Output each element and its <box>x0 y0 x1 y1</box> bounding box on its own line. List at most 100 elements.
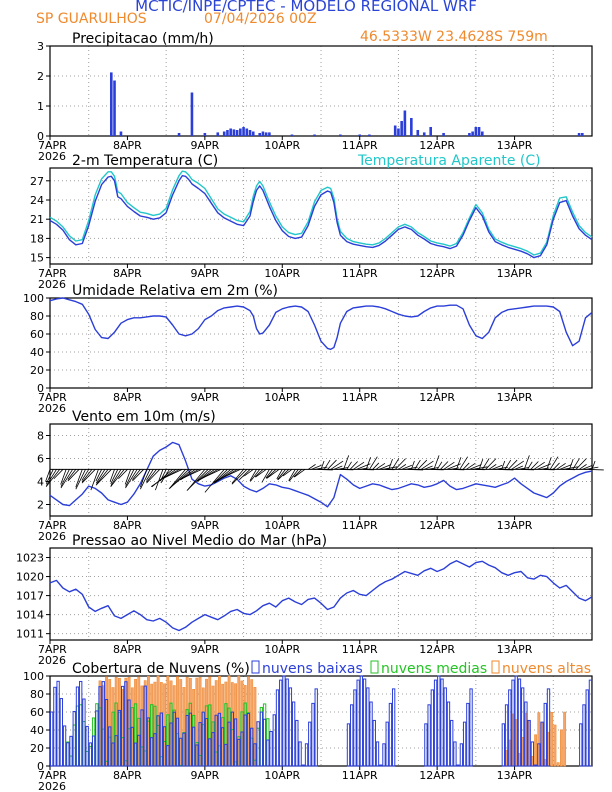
wind-barbs <box>45 455 604 493</box>
cloud-bar-low <box>585 689 589 767</box>
wind-barb <box>212 469 241 483</box>
y-tick-label: 1017 <box>16 590 44 603</box>
wind-barb <box>578 464 587 470</box>
x-axis-year: 2026 <box>38 780 66 792</box>
x-tick-label: 8APR <box>113 769 142 782</box>
cloud-bar-low <box>362 678 367 767</box>
cloud-bar-low <box>291 701 296 767</box>
legend-nuvens-medias-swatch <box>370 660 379 674</box>
wind-barb <box>372 462 380 470</box>
wind-barb <box>45 469 60 488</box>
wind-barb <box>491 464 503 470</box>
x-tick-label: 11APR <box>342 643 378 656</box>
precip-bar <box>290 134 294 136</box>
precip-bar <box>416 130 420 136</box>
cloud-bar-low <box>120 685 125 767</box>
cloud-bar-low <box>272 714 276 767</box>
wind-barb <box>125 469 135 487</box>
precip-bar <box>422 132 426 136</box>
precip-bar <box>400 121 403 136</box>
cloud-bar-low <box>75 686 80 767</box>
x-axis-year: 2026 <box>38 654 66 667</box>
cloud-bar-low <box>79 680 83 767</box>
wind-barb <box>139 469 148 488</box>
cloud-bar-low <box>459 743 464 767</box>
y-tick-label: 0 <box>37 130 44 143</box>
cloud-bar-low <box>62 725 67 767</box>
x-tick-label: 12APR <box>419 267 455 280</box>
cloud-bar-high <box>556 762 560 767</box>
cloud-bar-low <box>153 733 157 767</box>
wind-barb <box>244 469 254 477</box>
cloud-bar-low <box>188 712 193 767</box>
x-tick-label: 12APR <box>419 139 455 152</box>
wind-barb <box>95 469 112 486</box>
wind-barb <box>81 469 93 483</box>
cloud-bar-low <box>469 688 473 767</box>
wind-barb <box>96 469 106 484</box>
x-tick-label: 11APR <box>342 769 378 782</box>
cloud-bar-low <box>191 726 196 767</box>
cloud-bar-low <box>140 709 144 767</box>
wind-barb <box>255 469 267 478</box>
wind-barb <box>95 469 102 482</box>
wind-barb <box>75 469 86 490</box>
wind-barb <box>45 469 54 484</box>
cloud-bar-low <box>508 689 512 767</box>
cloud-bar-low <box>275 689 280 767</box>
temp-lines <box>49 170 593 259</box>
cloud-bar-low <box>253 743 257 767</box>
cloud-bar-low <box>175 717 180 767</box>
cloud-bar-low <box>279 679 283 767</box>
precip-bar <box>313 134 316 136</box>
x-tick-label: 12APR <box>419 769 455 782</box>
wind-barb <box>523 455 530 470</box>
x-tick-label: 13APR <box>497 391 533 404</box>
precip-bar <box>203 133 207 136</box>
y-tick-label: 21 <box>30 213 44 226</box>
cloud-bar-low <box>150 737 154 767</box>
wind-barb <box>572 458 580 470</box>
cloud-bar-low <box>430 689 435 767</box>
wind-barb <box>514 465 524 470</box>
legend-apparent-temperature: Temperatura Aparente (C) <box>357 153 541 169</box>
panel-title: Umidade Relativa em 2m (%) <box>72 283 278 299</box>
legend-nuvens-medias: nuvens medias <box>381 661 487 677</box>
y-tick-label: 60 <box>30 328 44 341</box>
wind-barb <box>196 469 222 482</box>
wind-barb <box>46 469 57 486</box>
cloud-bar-low <box>85 725 89 767</box>
wind-barb <box>288 469 296 481</box>
y-tick-label: 3 <box>37 40 44 53</box>
panel-title: 2-m Temperatura (C) <box>72 153 218 169</box>
wind-barb <box>146 469 160 484</box>
wind-barb <box>591 460 596 470</box>
cloud-bar-low <box>143 685 147 767</box>
precip-bar <box>397 128 400 136</box>
cloud-bar-low <box>530 741 535 767</box>
cloud-bar-low <box>159 712 164 767</box>
y-tick-label: 60 <box>30 706 44 719</box>
cloud-bar-low <box>546 688 551 767</box>
wind-barb <box>81 469 96 484</box>
wind-barb <box>478 458 484 470</box>
precip-bar <box>222 131 226 136</box>
panel-frame <box>49 167 593 265</box>
cloud-bar-low <box>53 686 57 767</box>
cloud-bar-low <box>424 723 428 767</box>
cloud-bar-low <box>501 723 505 767</box>
y-tick-label: 24 <box>30 194 44 207</box>
wind-barb <box>330 460 344 470</box>
x-tick-label: 7APR <box>38 519 67 532</box>
cloud-bar-low <box>211 732 215 767</box>
cloud-bar-low <box>388 702 393 767</box>
cloud-bar-low <box>450 719 454 767</box>
wind-barb <box>132 469 144 482</box>
wind-barb <box>266 469 280 479</box>
wind-barb <box>485 458 497 470</box>
cloud-bar-low <box>127 699 131 767</box>
cloud-bar-low <box>521 687 525 767</box>
y-tick-label: 40 <box>30 724 44 737</box>
cloud-bar-low <box>453 741 457 767</box>
wind-barb <box>132 469 141 480</box>
